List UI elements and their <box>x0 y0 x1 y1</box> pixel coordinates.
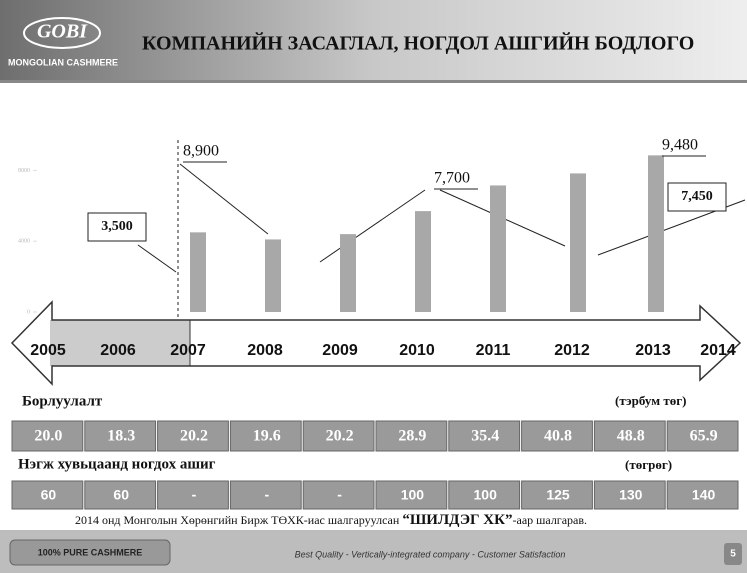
annotation: 7,450 <box>681 189 713 204</box>
dividend-cell <box>448 480 521 510</box>
dividend-value: 140 <box>692 487 716 503</box>
bar <box>415 211 431 312</box>
year-label: 2009 <box>322 342 358 359</box>
bar <box>570 173 586 312</box>
sales-value: 40.8 <box>544 428 572 445</box>
dividend-cell <box>666 480 739 510</box>
dividend-cell <box>229 480 302 510</box>
note-bold: “ШИЛДЭГ ХК” <box>402 512 512 528</box>
callout-box <box>87 212 147 242</box>
dividend-cell <box>593 480 666 510</box>
sales-cell <box>229 420 302 452</box>
annotation: 3,500 <box>101 219 133 234</box>
bar <box>190 232 206 312</box>
dividend-value: 100 <box>401 487 425 503</box>
footer-badge <box>9 539 171 566</box>
bar <box>340 234 356 312</box>
dividend-value: - <box>337 487 342 503</box>
bar <box>265 239 281 312</box>
sales-cell <box>666 420 739 452</box>
sales-label: Борлуулалт <box>22 393 103 409</box>
y-tick-label: 8000 <box>18 168 30 174</box>
dividend-value: 100 <box>474 487 498 503</box>
note-before: 2014 онд Монголын Хөрөнгийн Бирж ТӨХК-иа… <box>75 513 402 527</box>
year-label: 2013 <box>635 342 671 359</box>
dividend-value: 130 <box>619 487 643 503</box>
year-label: 2012 <box>554 342 590 359</box>
arrow <box>179 163 269 235</box>
sales-value: 65.9 <box>690 428 718 445</box>
year-label: 2005 <box>30 342 66 359</box>
dividend-value: - <box>192 487 197 503</box>
dividend-cell <box>84 480 157 510</box>
sales-cell <box>84 420 157 452</box>
footer-left: 100% PURE CASHMERE <box>38 547 143 557</box>
sales-cell <box>302 420 375 452</box>
sales-value: 48.8 <box>617 428 645 445</box>
dividend-cell <box>157 480 229 510</box>
dividend-cell <box>521 480 593 510</box>
sales-cell <box>375 420 448 452</box>
arrow <box>319 189 426 263</box>
note-after: -аар шалгарав. <box>513 513 588 527</box>
dividend-cell <box>302 480 375 510</box>
year-label: 2007 <box>170 342 206 359</box>
callout-box <box>667 182 727 212</box>
annotation: 8,900 <box>183 143 219 160</box>
logo: GOBI <box>37 21 88 43</box>
sales-cell <box>593 420 666 452</box>
footer-center: Best Quality - Vertically-integrated com… <box>295 549 566 559</box>
dividend-value: - <box>264 487 269 503</box>
slide-title: КОМПАНИЙН ЗАСАГЛАЛ, НОГДОЛ АШГИЙН БОДЛОГ… <box>142 32 694 55</box>
sales-cell <box>521 420 593 452</box>
logo-ring <box>23 17 101 49</box>
sales-value: 28.9 <box>398 428 426 445</box>
sales-cell <box>157 420 229 452</box>
dividend-value: 125 <box>546 487 570 503</box>
sales-cell <box>11 420 84 452</box>
arrow <box>137 244 177 273</box>
timeline-arrow <box>10 300 742 386</box>
past-band <box>50 320 190 366</box>
header-band <box>0 0 747 80</box>
annotation: 7,700 <box>434 170 470 187</box>
dividend-cell <box>11 480 84 510</box>
dividend-value: 60 <box>113 487 129 503</box>
sales-value: 35.4 <box>471 428 499 445</box>
sales-value: 19.6 <box>253 428 281 445</box>
year-label: 2008 <box>247 342 283 359</box>
page-badge <box>724 543 742 565</box>
bar <box>648 155 664 312</box>
sales-value: 20.2 <box>326 428 354 445</box>
brand: MONGOLIAN CASHMERE <box>8 57 118 67</box>
year-label: 2006 <box>100 342 136 359</box>
sales-unit: (тэрбум төг) <box>615 393 686 408</box>
sales-value: 18.3 <box>107 428 135 445</box>
dividend-unit: (төгрөг) <box>625 457 672 472</box>
year-label: 2014 <box>700 342 736 359</box>
dividend-cell <box>375 480 448 510</box>
dividend-value: 60 <box>41 487 57 503</box>
year-label: 2010 <box>399 342 435 359</box>
sales-cell <box>448 420 521 452</box>
y-tick-label: 0 <box>27 309 30 315</box>
page-number: 5 <box>730 549 736 560</box>
note: 2014 онд Монголын Хөрөнгийн Бирж ТӨХК-иа… <box>75 512 587 528</box>
header-rule <box>0 80 747 83</box>
sales-value: 20.2 <box>180 428 208 445</box>
sales-value: 20.0 <box>34 428 62 445</box>
year-label: 2011 <box>476 342 511 359</box>
dividend-label: Нэгж хувьцаанд ногдох ашиг <box>18 456 216 472</box>
y-tick-label: 4000 <box>18 239 30 245</box>
annotation: 9,480 <box>662 137 698 154</box>
bar <box>490 185 506 312</box>
